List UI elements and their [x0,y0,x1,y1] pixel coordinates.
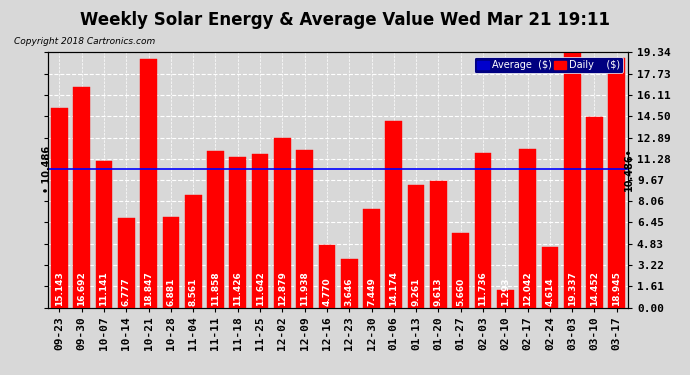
Bar [408,185,424,308]
Bar [185,195,201,308]
Text: 4.614: 4.614 [545,277,554,306]
Text: 4.770: 4.770 [322,277,331,306]
Bar [230,157,246,308]
Text: 18.847: 18.847 [144,271,153,306]
Text: 12.879: 12.879 [278,271,287,306]
Bar [296,150,313,308]
Text: 18.945: 18.945 [612,271,621,306]
Bar [140,59,157,308]
Bar [207,151,224,308]
Bar [453,233,469,308]
Text: 10.486•: 10.486• [624,147,634,191]
Text: 16.692: 16.692 [77,271,86,306]
Text: 5.660: 5.660 [456,277,465,306]
Bar [163,217,179,308]
Text: 1.293: 1.293 [501,277,510,306]
Text: 8.561: 8.561 [188,277,198,306]
Text: 14.174: 14.174 [389,270,398,306]
Bar [118,218,135,308]
Bar [51,108,68,308]
Text: 3.646: 3.646 [345,277,354,306]
Bar [430,181,447,308]
Text: • 10.486: • 10.486 [42,146,52,193]
Bar [252,154,268,308]
Text: 11.426: 11.426 [233,271,242,306]
Text: 11.642: 11.642 [255,271,264,306]
Bar [96,160,112,308]
Text: 6.881: 6.881 [166,277,175,306]
Text: 9.613: 9.613 [434,277,443,306]
Text: 11.141: 11.141 [99,271,108,306]
Text: 19.337: 19.337 [568,271,577,306]
Bar [609,58,625,308]
Text: 12.042: 12.042 [523,271,532,306]
Bar [73,87,90,308]
Text: 11.736: 11.736 [478,271,488,306]
Text: 15.143: 15.143 [55,271,64,306]
Text: 14.452: 14.452 [590,271,599,306]
Bar [497,291,513,308]
Text: Weekly Solar Energy & Average Value Wed Mar 21 19:11: Weekly Solar Energy & Average Value Wed … [80,11,610,29]
Bar [363,209,380,308]
Legend: Average  ($), Daily    ($): Average ($), Daily ($) [474,57,623,73]
Text: 7.449: 7.449 [367,277,376,306]
Text: 11.858: 11.858 [211,271,220,306]
Text: 9.261: 9.261 [412,277,421,306]
Bar [386,121,402,308]
Bar [542,247,558,308]
Bar [341,260,357,308]
Text: 6.777: 6.777 [122,277,131,306]
Bar [274,138,290,308]
Text: 11.938: 11.938 [300,271,309,306]
Bar [586,117,603,308]
Bar [564,53,580,308]
Bar [520,149,536,308]
Bar [475,153,491,308]
Bar [319,244,335,308]
Text: Copyright 2018 Cartronics.com: Copyright 2018 Cartronics.com [14,38,155,46]
